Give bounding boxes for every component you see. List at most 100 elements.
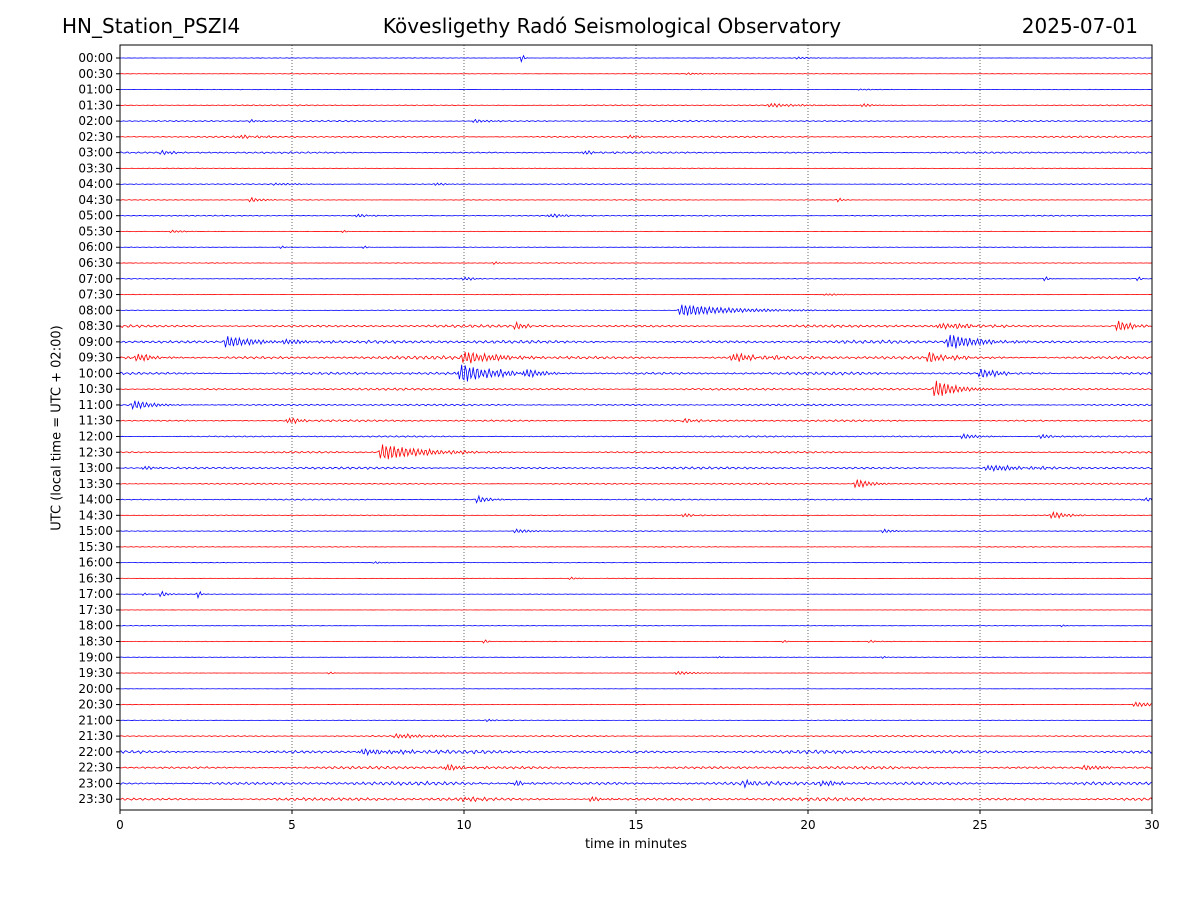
trace-1300: [119, 464, 1153, 472]
trace-0830: [119, 320, 1153, 332]
trace-1900: [119, 655, 1152, 659]
trace-2100: [119, 718, 1153, 723]
y-tick-label: 02:30: [78, 130, 113, 144]
y-tick-label: 20:00: [78, 682, 113, 696]
trace-0030: [119, 72, 1153, 75]
trace-1430: [119, 510, 1153, 520]
trace-1800: [119, 624, 1153, 628]
trace-1330: [119, 479, 1153, 489]
x-tick-label: 25: [972, 818, 987, 832]
seismic-traces: [119, 54, 1153, 803]
plot-frame: [119, 44, 1153, 811]
trace-2030: [119, 701, 1153, 708]
y-tick-label: 11:00: [78, 398, 113, 412]
y-tick-label: 21:30: [78, 729, 113, 743]
y-tick-label: 21:00: [78, 713, 113, 727]
x-axis-label: time in minutes: [584, 837, 688, 852]
trace-1200: [119, 433, 1153, 440]
y-tick-label: 06:30: [78, 256, 113, 270]
trace-1830: [119, 639, 1153, 644]
trace-0000: [119, 54, 1153, 64]
y-tick-label: 07:00: [78, 272, 113, 286]
trace-0530: [119, 229, 1153, 234]
trace-1130: [119, 417, 1153, 425]
trace-1930: [119, 670, 1153, 676]
x-axis-ticks: 0 5 10 15 20 25 30: [116, 810, 1160, 832]
trace-0100: [119, 88, 1153, 91]
y-tick-label: 13:00: [78, 461, 113, 475]
y-axis-label: UTC (local time = UTC + 02:00): [49, 325, 65, 531]
trace-1700: [119, 590, 1153, 600]
y-tick-label: 16:30: [78, 571, 113, 585]
trace-0800: [119, 304, 1153, 316]
y-tick-label: 16:00: [78, 556, 113, 570]
y-tick-label: 09:00: [78, 335, 113, 349]
y-tick-label: 14:00: [78, 493, 113, 507]
y-tick-label: 02:00: [78, 114, 113, 128]
y-tick-label: 14:30: [78, 508, 113, 522]
trace-2300: [119, 778, 1153, 789]
y-tick-label: 12:30: [78, 445, 113, 459]
y-tick-label: 08:00: [78, 303, 113, 317]
trace-0730: [119, 293, 1153, 296]
trace-1600: [119, 561, 1153, 564]
y-tick-label: 23:30: [78, 792, 113, 806]
y-tick-label: 18:30: [78, 634, 113, 648]
y-tick-label: 00:30: [78, 67, 113, 81]
y-tick-label: 18:00: [78, 619, 113, 633]
trace-1530: [119, 546, 1153, 548]
trace-0630: [119, 261, 1153, 265]
y-tick-label: 17:30: [78, 603, 113, 617]
chart-date: 2025-07-01: [1021, 14, 1138, 38]
y-tick-label: 08:30: [78, 319, 113, 333]
trace-1630: [119, 576, 1153, 581]
y-tick-label: 17:00: [78, 587, 113, 601]
trace-0300: [119, 149, 1153, 156]
y-tick-label: 23:00: [78, 776, 113, 790]
x-tick-label: 0: [116, 818, 124, 832]
trace-1100: [119, 400, 1153, 411]
trace-0600: [119, 245, 1153, 250]
y-tick-label: 22:30: [78, 761, 113, 775]
trace-0700: [119, 276, 1153, 282]
y-tick-label: 13:30: [78, 477, 113, 491]
y-tick-label: 03:30: [78, 161, 113, 175]
y-tick-label: 22:00: [78, 745, 113, 759]
x-tick-label: 10: [456, 818, 471, 832]
trace-0330: [119, 167, 1153, 170]
y-tick-label: 03:00: [78, 146, 113, 160]
trace-1400: [119, 494, 1153, 504]
y-tick-label: 04:00: [78, 177, 113, 191]
y-tick-label: 19:00: [78, 650, 113, 664]
y-tick-label: 10:00: [78, 366, 113, 380]
y-tick-label: 12:00: [78, 429, 113, 443]
trace-0500: [119, 213, 1153, 219]
y-tick-label: 01:00: [78, 83, 113, 97]
trace-0430: [119, 196, 1153, 203]
trace-1030: [119, 380, 1153, 397]
x-tick-label: 20: [800, 818, 815, 832]
x-tick-label: 5: [288, 818, 296, 832]
trace-0230: [119, 134, 1153, 140]
y-tick-label: 07:30: [78, 288, 113, 302]
y-tick-label: 04:30: [78, 193, 113, 207]
trace-2130: [119, 732, 1153, 740]
trace-2230: [119, 763, 1153, 772]
trace-0400: [119, 182, 1153, 186]
y-tick-label: 10:30: [78, 382, 113, 396]
x-tick-label: 30: [1144, 818, 1159, 832]
trace-0900: [119, 334, 1153, 349]
trace-1230: [119, 444, 1153, 460]
y-tick-label: 15:00: [78, 524, 113, 538]
chart-title: Kövesligethy Radó Seismological Observat…: [382, 14, 842, 38]
trace-0930: [119, 351, 1153, 364]
trace-1000: [119, 364, 1153, 382]
trace-1500: [119, 528, 1153, 534]
y-tick-label: 05:30: [78, 224, 113, 238]
y-tick-label: 09:30: [78, 351, 113, 365]
y-tick-label: 15:30: [78, 540, 113, 554]
y-tick-label: 01:30: [78, 98, 113, 112]
y-tick-label: 20:30: [78, 698, 113, 712]
